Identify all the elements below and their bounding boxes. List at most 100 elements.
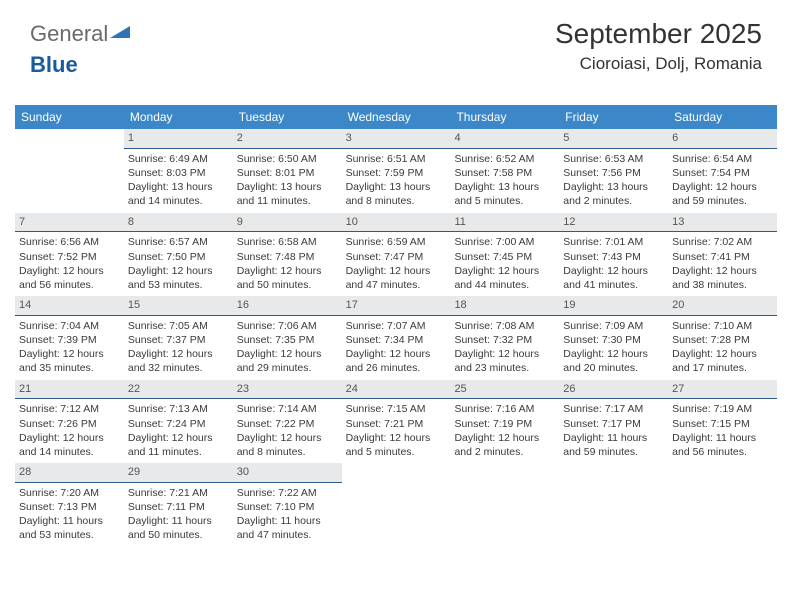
day-number: 11: [450, 213, 559, 233]
daylight-line: Daylight: 12 hours and 5 minutes.: [346, 431, 447, 459]
sunset-line: Sunset: 7:11 PM: [128, 500, 229, 514]
sunrise-line: Sunrise: 6:52 AM: [454, 152, 555, 166]
daylight-line: Daylight: 12 hours and 29 minutes.: [237, 347, 338, 375]
day-number: 19: [559, 296, 668, 316]
sunrise-line: Sunrise: 7:12 AM: [19, 402, 120, 416]
sunrise-line: Sunrise: 6:50 AM: [237, 152, 338, 166]
dow-cell: Tuesday: [233, 105, 342, 129]
sunrise-line: Sunrise: 6:51 AM: [346, 152, 447, 166]
sunset-line: Sunset: 7:47 PM: [346, 250, 447, 264]
sunrise-line: Sunrise: 7:05 AM: [128, 319, 229, 333]
sunset-line: Sunset: 7:19 PM: [454, 417, 555, 431]
day-cell: 19Sunrise: 7:09 AMSunset: 7:30 PMDayligh…: [559, 296, 668, 380]
day-number: 3: [342, 129, 451, 149]
day-number: 12: [559, 213, 668, 233]
sunrise-line: Sunrise: 7:20 AM: [19, 486, 120, 500]
daylight-line: Daylight: 11 hours and 50 minutes.: [128, 514, 229, 542]
day-cell: 16 Sunrise: 7:06 AMSunset: 7:35 PMDayligh…: [233, 296, 342, 380]
sunrise-line: Sunrise: 7:06 AM: [237, 319, 338, 333]
sunrise-line: Sunrise: 6:49 AM: [128, 152, 229, 166]
day-cell: 21Sunrise: 7:12 AMSunset: 7:26 PMDayligh…: [15, 380, 124, 464]
day-cell: 3Sunrise: 6:51 AMSunset: 7:59 PMDaylight…: [342, 129, 451, 213]
daylight-line: Daylight: 11 hours and 56 minutes.: [672, 431, 773, 459]
day-cell: 20Sunrise: 7:10 AMSunset: 7:28 PMDayligh…: [668, 296, 777, 380]
day-cell: 2Sunrise: 6:50 AMSunset: 8:01 PMDaylight…: [233, 129, 342, 213]
daylight-line: Daylight: 12 hours and 56 minutes.: [19, 264, 120, 292]
day-number: 15: [124, 296, 233, 316]
sunrise-line: Sunrise: 7:21 AM: [128, 486, 229, 500]
daylight-line: Daylight: 12 hours and 2 minutes.: [454, 431, 555, 459]
day-number: 22: [124, 380, 233, 400]
day-number: 16: [233, 296, 342, 316]
day-cell: 10Sunrise: 6:59 AMSunset: 7:47 PMDayligh…: [342, 213, 451, 297]
daylight-line: Daylight: 12 hours and 8 minutes.: [237, 431, 338, 459]
day-number: 23: [233, 380, 342, 400]
day-number: 1: [124, 129, 233, 149]
week-row: 21 Sunrise: 7:12 AMSunset: 7:26 PM Dayligh…: [15, 380, 777, 464]
week-row: 14Sunrise: 7:04 AMSunset: 7:39 PMDayligh…: [15, 296, 777, 380]
daylight-line: Daylight: 12 hours and 32 minutes.: [128, 347, 229, 375]
day-cell: 23Sunrise: 7:14 AMSunset: 7:22 PMDayligh…: [233, 380, 342, 464]
day-cell: 14Sunrise: 7:04 AMSunset: 7:39 PMDayligh…: [15, 296, 124, 380]
sunset-line: Sunset: 8:01 PM: [237, 166, 338, 180]
day-number: 2: [233, 129, 342, 149]
brand-word2: Blue: [30, 52, 78, 77]
sunset-line: Sunset: 7:58 PM: [454, 166, 555, 180]
day-number: 9: [233, 213, 342, 233]
day-number: 5: [559, 129, 668, 149]
day-cell: 17Sunrise: 7:07 AMSunset: 7:34 PMDayligh…: [342, 296, 451, 380]
daylight-line: Daylight: 13 hours and 2 minutes.: [563, 180, 664, 208]
day-number: 10: [342, 213, 451, 233]
dow-cell: Friday: [559, 105, 668, 129]
daylight-line: Daylight: 11 hours and 59 minutes.: [563, 431, 664, 459]
sunrise-line: Sunrise: 7:15 AM: [346, 402, 447, 416]
sunset-line: Sunset: 7:41 PM: [672, 250, 773, 264]
sunrise-line: Sunrise: 6:57 AM: [128, 235, 229, 249]
sunrise-line: Sunrise: 7:14 AM: [237, 402, 338, 416]
sunrise-line: Sunrise: 7:04 AM: [19, 319, 120, 333]
day-number: 18: [450, 296, 559, 316]
empty-day-cell: [559, 463, 668, 547]
sunset-line: Sunset: 7:45 PM: [454, 250, 555, 264]
sunrise-line: Sunrise: 7:16 AM: [454, 402, 555, 416]
sunrise-line: Sunrise: 6:59 AM: [346, 235, 447, 249]
daylight-line: Daylight: 12 hours and 50 minutes.: [237, 264, 338, 292]
sunset-line: Sunset: 7:52 PM: [19, 250, 120, 264]
sunrise-line: Sunrise: 7:17 AM: [563, 402, 664, 416]
day-number: 27: [668, 380, 777, 400]
day-cell: 13Sunrise: 7:02 AMSunset: 7:41 PMDayligh…: [668, 213, 777, 297]
weeks-container: 1Sunrise: 6:49 AMSunset: 8:03 PMDaylight…: [15, 129, 777, 547]
sunset-line: Sunset: 7:24 PM: [128, 417, 229, 431]
day-number: 30: [233, 463, 342, 483]
daylight-line: Daylight: 11 hours and 47 minutes.: [237, 514, 338, 542]
empty-day-cell: [342, 463, 451, 547]
dow-cell: Wednesday: [342, 105, 451, 129]
week-row: 1Sunrise: 6:49 AMSunset: 8:03 PMDaylight…: [15, 129, 777, 213]
day-number: 6: [668, 129, 777, 149]
dow-cell: Monday: [124, 105, 233, 129]
sunset-line: Sunset: 7:32 PM: [454, 333, 555, 347]
day-cell: 29Sunrise: 7:21 AMSunset: 7:11 PMDayligh…: [124, 463, 233, 547]
sunset-line: Sunset: 7:35 PM: [237, 333, 338, 347]
brand-word1: General: [30, 21, 108, 46]
sunrise-line: Sunrise: 7:09 AM: [563, 319, 664, 333]
sunset-line: Sunset: 7:13 PM: [19, 500, 120, 514]
daylight-line: Daylight: 12 hours and 53 minutes.: [128, 264, 229, 292]
dow-cell: Thursday: [450, 105, 559, 129]
brand-triangle-icon: [110, 18, 130, 44]
sunset-line: Sunset: 7:50 PM: [128, 250, 229, 264]
location-label: Cioroiasi, Dolj, Romania: [555, 54, 762, 74]
daylight-line: Daylight: 12 hours and 11 minutes.: [128, 431, 229, 459]
sunset-line: Sunset: 7:26 PM: [19, 417, 120, 431]
sunset-line: Sunset: 7:43 PM: [563, 250, 664, 264]
sunset-line: Sunset: 7:17 PM: [563, 417, 664, 431]
brand-logo: General Blue: [30, 18, 130, 78]
day-number: 25: [450, 380, 559, 400]
day-number: 21: [15, 380, 124, 400]
daylight-line: Daylight: 13 hours and 14 minutes.: [128, 180, 229, 208]
daylight-line: Daylight: 12 hours and 17 minutes.: [672, 347, 773, 375]
sunrise-line: Sunrise: 7:10 AM: [672, 319, 773, 333]
empty-day-cell: [450, 463, 559, 547]
daylight-line: Daylight: 12 hours and 41 minutes.: [563, 264, 664, 292]
day-cell: 18Sunrise: 7:08 AMSunset: 7:32 PMDayligh…: [450, 296, 559, 380]
